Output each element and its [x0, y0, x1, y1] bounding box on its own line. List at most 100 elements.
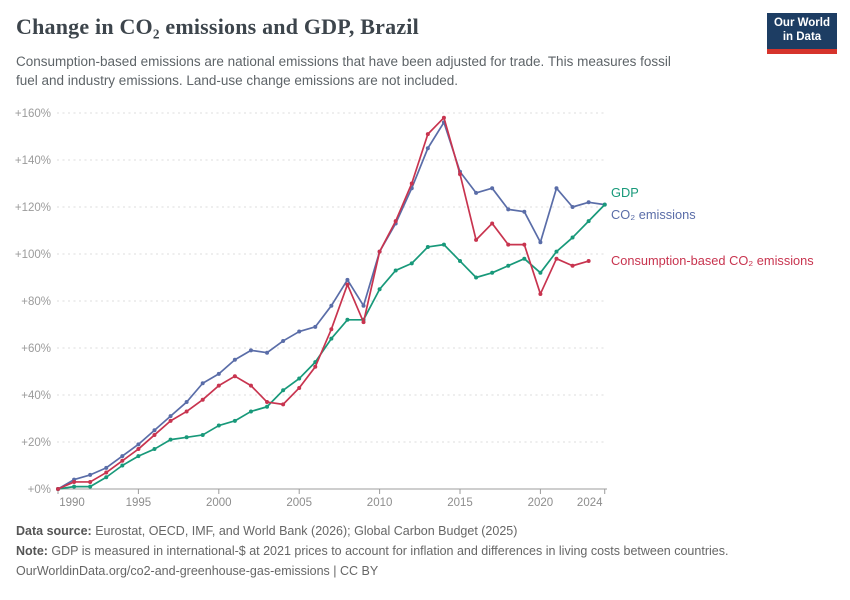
series-point-consumption[interactable] [538, 291, 543, 296]
series-point-co2[interactable] [281, 338, 286, 343]
series-point-co2[interactable] [216, 371, 221, 376]
series-point-gdp[interactable] [490, 270, 495, 275]
series-point-gdp[interactable] [248, 409, 253, 414]
series-point-gdp[interactable] [506, 263, 511, 268]
series-point-gdp[interactable] [88, 484, 93, 489]
series-point-gdp[interactable] [393, 268, 398, 273]
series-point-co2[interactable] [152, 428, 157, 433]
series-point-co2[interactable] [361, 303, 366, 308]
series-point-consumption[interactable] [329, 327, 334, 332]
series-point-gdp[interactable] [377, 287, 382, 292]
series-point-consumption[interactable] [554, 256, 559, 261]
series-point-gdp[interactable] [281, 388, 286, 393]
series-point-co2[interactable] [554, 186, 559, 191]
series-point-gdp[interactable] [297, 376, 302, 381]
series-point-gdp[interactable] [200, 432, 205, 437]
series-point-consumption[interactable] [88, 479, 93, 484]
series-point-co2[interactable] [522, 209, 527, 214]
series-point-gdp[interactable] [216, 423, 221, 428]
series-point-gdp[interactable] [168, 437, 173, 442]
series-point-co2[interactable] [425, 146, 430, 151]
series-point-gdp[interactable] [104, 475, 109, 480]
series-point-consumption[interactable] [72, 479, 77, 484]
series-point-co2[interactable] [136, 442, 141, 447]
series-point-gdp[interactable] [72, 484, 77, 489]
series-point-consumption[interactable] [200, 397, 205, 402]
series-point-gdp[interactable] [409, 261, 414, 266]
series-point-co2[interactable] [104, 465, 109, 470]
series-point-gdp[interactable] [152, 447, 157, 452]
series-point-consumption[interactable] [345, 282, 350, 287]
series-point-consumption[interactable] [152, 432, 157, 437]
series-point-gdp[interactable] [554, 249, 559, 254]
series-point-consumption[interactable] [248, 383, 253, 388]
series-point-consumption[interactable] [474, 237, 479, 242]
series-point-co2[interactable] [200, 381, 205, 386]
series-point-co2[interactable] [168, 414, 173, 419]
series-point-co2[interactable] [184, 400, 189, 405]
series-point-co2[interactable] [297, 329, 302, 334]
series-point-co2[interactable] [120, 454, 125, 459]
series-point-consumption[interactable] [313, 364, 318, 369]
owid-url-link[interactable]: OurWorldinData.org/co2-and-greenhouse-ga… [16, 564, 330, 578]
series-point-gdp[interactable] [345, 317, 350, 322]
series-point-consumption[interactable] [490, 221, 495, 226]
series-point-consumption[interactable] [377, 249, 382, 254]
series-point-co2[interactable] [313, 324, 318, 329]
series-point-co2[interactable] [329, 303, 334, 308]
series-line-gdp[interactable] [57, 203, 606, 490]
series-point-gdp[interactable] [570, 235, 575, 240]
series-point-co2[interactable] [248, 348, 253, 353]
series-point-co2[interactable] [586, 200, 591, 205]
series-point-consumption[interactable] [393, 219, 398, 224]
series-point-consumption[interactable] [506, 242, 511, 247]
series-point-consumption[interactable] [56, 487, 60, 491]
series-point-consumption[interactable] [425, 132, 430, 137]
series-point-consumption[interactable] [232, 374, 237, 379]
series-point-consumption[interactable] [168, 418, 173, 423]
owid-logo[interactable]: Our World in Data [767, 13, 837, 54]
series-point-co2[interactable] [506, 207, 511, 212]
series-point-consumption[interactable] [104, 470, 109, 475]
series-point-gdp[interactable] [120, 463, 125, 468]
series-point-gdp[interactable] [602, 202, 607, 207]
series-point-consumption[interactable] [586, 259, 591, 264]
series-point-gdp[interactable] [538, 270, 543, 275]
series-point-gdp[interactable] [265, 404, 270, 409]
series-point-consumption[interactable] [120, 458, 125, 463]
series-point-gdp[interactable] [425, 244, 430, 249]
series-point-gdp[interactable] [329, 336, 334, 341]
series-point-consumption[interactable] [570, 263, 575, 268]
series-line-consumption[interactable] [57, 116, 590, 490]
series-point-consumption[interactable] [297, 385, 302, 390]
series-point-co2[interactable] [490, 186, 495, 191]
series-point-gdp[interactable] [136, 454, 141, 459]
series-point-consumption[interactable] [136, 447, 141, 452]
series-point-gdp[interactable] [441, 242, 446, 247]
series-point-consumption[interactable] [522, 242, 527, 247]
series-point-co2[interactable] [474, 190, 479, 195]
series-point-co2[interactable] [570, 205, 575, 209]
series-point-co2[interactable] [345, 277, 350, 282]
series-point-co2[interactable] [88, 472, 93, 477]
series-point-consumption[interactable] [458, 172, 462, 177]
owid-logo-line1: Our World [773, 17, 830, 29]
series-point-gdp[interactable] [184, 435, 189, 440]
series-point-consumption[interactable] [265, 400, 270, 405]
series-point-co2[interactable] [538, 240, 543, 245]
series-point-gdp[interactable] [522, 256, 527, 261]
series-point-consumption[interactable] [361, 320, 366, 325]
series-point-gdp[interactable] [586, 219, 591, 224]
series-point-consumption[interactable] [216, 383, 221, 388]
series-point-consumption[interactable] [409, 181, 414, 186]
series-point-consumption[interactable] [184, 409, 189, 414]
series-point-gdp[interactable] [474, 275, 479, 280]
series-point-co2[interactable] [232, 357, 237, 362]
y-tick-label: +160% [15, 108, 51, 120]
series-point-gdp[interactable] [232, 418, 237, 423]
series-point-consumption[interactable] [281, 402, 286, 407]
series-point-consumption[interactable] [441, 115, 446, 120]
series-point-gdp[interactable] [458, 259, 462, 264]
series-point-co2[interactable] [265, 350, 270, 355]
